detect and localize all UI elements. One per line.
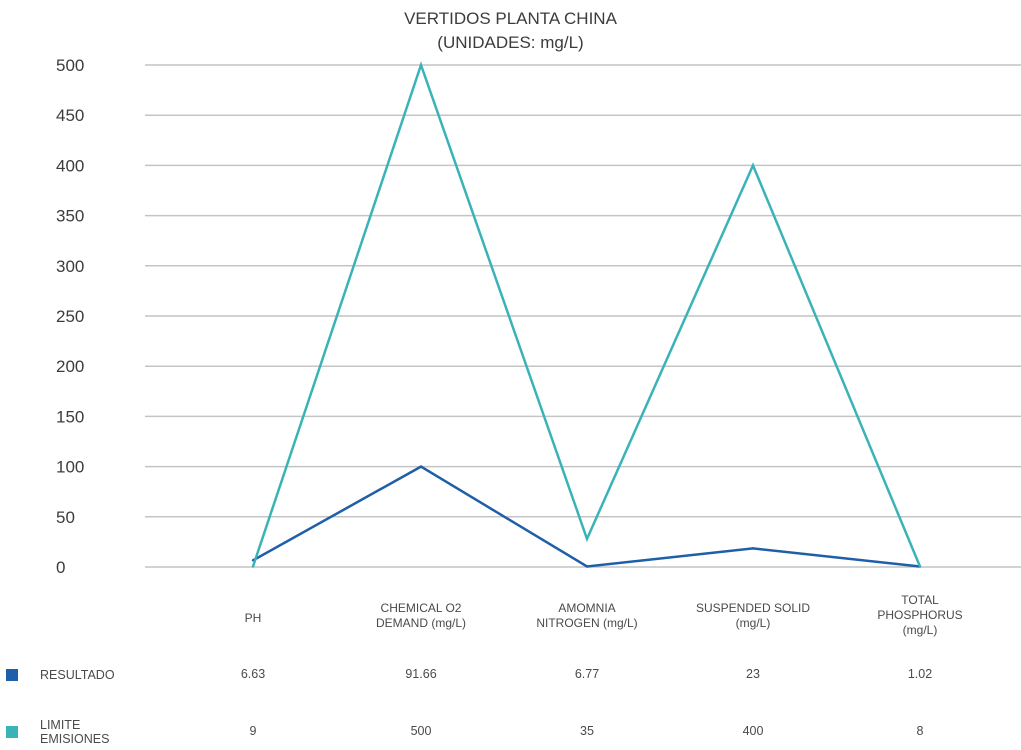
legend-label: LIMITE EMISIONES [40, 718, 109, 746]
y-tick-label: 150 [56, 407, 84, 426]
category-label-line: (mg/L) [735, 616, 771, 630]
legend-label-line: EMISIONES [40, 732, 110, 746]
legend-swatch [6, 726, 18, 738]
category-label: TOTAL PHOSPHORUS (mg/L) [840, 593, 1000, 638]
category-label: PH [173, 611, 333, 626]
legend-label: RESULTADO [40, 668, 115, 682]
data-point-0-1 [419, 465, 423, 468]
category-label-line: CHEMICAL O2 [380, 601, 462, 615]
table-value: 23 [746, 667, 760, 681]
table-value: 91.66 [405, 667, 437, 681]
y-tick-label: 0 [56, 558, 65, 577]
data-point-1-1 [419, 63, 423, 67]
y-tick-label: 200 [56, 357, 84, 376]
y-tick-label: 500 [56, 56, 84, 75]
table-value: 9 [249, 724, 257, 738]
table-value: 6.77 [574, 667, 600, 681]
legend-label-line: RESULTADO [40, 668, 115, 682]
category-label-line: TOTAL [901, 593, 939, 607]
category-label: AMOMNIA NITROGEN (mg/L) [507, 601, 667, 631]
data-point-0-2 [585, 565, 589, 568]
data-point-1-2 [585, 537, 589, 541]
category-label-line: PH [244, 611, 262, 625]
y-tick-label: 250 [56, 307, 84, 326]
category-label-line: (mg/L) [902, 623, 938, 637]
y-tick-label: 300 [56, 257, 84, 276]
y-tick-label: 350 [56, 207, 84, 226]
y-tick-label: 100 [56, 458, 84, 477]
category-label-line: PHOSPHORUS [877, 608, 963, 622]
y-tick-label: 50 [56, 508, 75, 527]
table-value: 35 [580, 724, 594, 738]
table-value: 400 [742, 724, 764, 738]
line-chart: 0 50 100 150 200 250 300 350 400 450 500 [56, 56, 1021, 577]
table-value: 500 [410, 724, 432, 738]
legend-swatch [6, 669, 18, 681]
data-point-1-3 [751, 164, 755, 167]
data-point-0-3 [751, 547, 755, 550]
table-value: 1.02 [907, 667, 933, 681]
chart-title-line1: VERTIDOS PLANTA CHINA [404, 9, 617, 28]
category-label-line: SUSPENDED SOLID [695, 601, 811, 615]
y-tick-label: 450 [56, 106, 84, 125]
data-point-1-4 [918, 565, 922, 568]
category-label-line: AMOMNIA [558, 601, 616, 615]
chart-title-line2: (UNIDADES: mg/L) [437, 33, 584, 52]
table-value: 8 [916, 724, 924, 738]
legend-label-line: LIMITE [40, 718, 81, 732]
category-label: SUSPENDED SOLID (mg/L) [673, 601, 833, 631]
category-label: CHEMICAL O2 DEMAND (mg/L) [341, 601, 501, 631]
data-point-1-0 [251, 565, 255, 568]
category-label-line: DEMAND (mg/L) [375, 616, 466, 630]
table-value: 6.63 [240, 667, 266, 681]
y-tick-label: 400 [56, 156, 84, 175]
category-label-line: NITROGEN (mg/L) [536, 616, 638, 630]
